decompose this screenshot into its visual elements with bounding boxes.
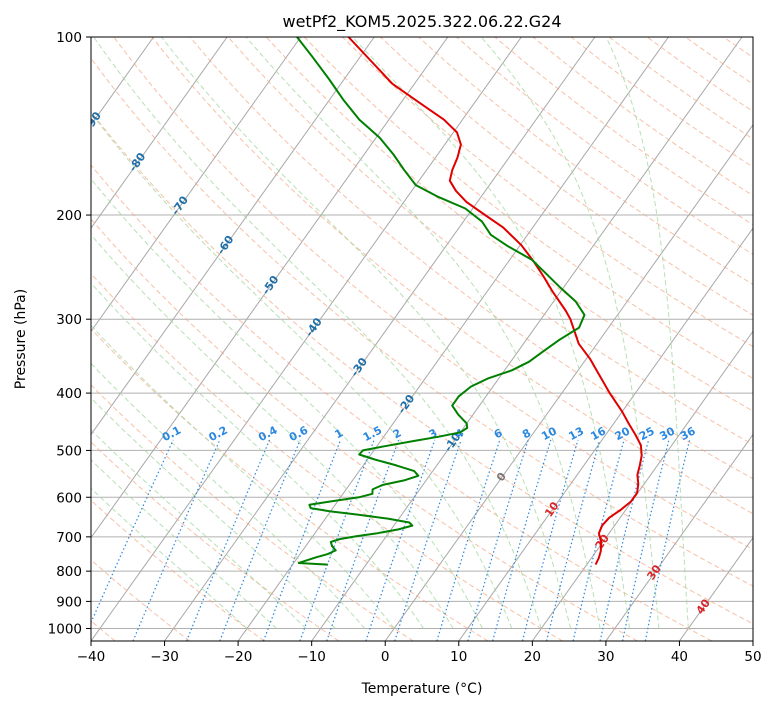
y-tick-label: 400 (56, 386, 82, 402)
mixing-ratio-line (492, 439, 552, 641)
dry-adiabat (380, 37, 753, 316)
mixing-ratio-line (91, 439, 174, 624)
moist-adiabat (91, 112, 513, 629)
isotherm-line (91, 37, 228, 229)
moist-adiabat (245, 37, 601, 629)
mixing-ratio-label: 25 (637, 425, 657, 444)
isotherm-line (164, 37, 596, 641)
isotherm-line (237, 37, 669, 641)
dry-adiabat (151, 37, 753, 515)
y-tick-label: 200 (56, 208, 82, 224)
y-tick-label: 100 (56, 30, 82, 46)
y-tick-label: 500 (56, 443, 82, 459)
dry-adiabat (418, 37, 753, 285)
mixing-ratio-line (467, 439, 529, 641)
dry-adiabat (91, 110, 753, 625)
mixing-ratio-label: 10 (539, 424, 559, 443)
dry-adiabat (91, 384, 414, 641)
dry-adiabat (113, 37, 753, 550)
x-tick-label: 0 (381, 649, 390, 665)
mixing-ratio-label: 13 (566, 425, 586, 444)
plot-frame (90, 36, 754, 642)
isotherm-line (91, 37, 449, 539)
y-tick-label: 300 (56, 312, 82, 328)
x-tick-label: 20 (524, 649, 541, 665)
moist-adiabat (161, 37, 572, 629)
moist-adiabat (91, 362, 366, 629)
mixing-ratio-line (132, 439, 221, 641)
isotherm-line (605, 433, 753, 641)
moist-adiabat (91, 324, 395, 629)
isotherm-line (91, 37, 302, 333)
isotherm-line (91, 37, 375, 436)
chart-title: wetPf2_KOM5.2025.322.06.22.G24 (282, 12, 561, 32)
isotherm-line (458, 227, 753, 641)
isotherm-line (531, 330, 753, 641)
dry-adiabat (227, 37, 753, 446)
moist-adiabat (91, 178, 483, 629)
moist-adiabat (91, 282, 425, 629)
mixing-ratio-line (572, 439, 625, 641)
x-tick-label: 50 (744, 649, 761, 665)
moist-adiabat (91, 397, 336, 629)
moist-adiabat (91, 487, 248, 629)
mixing-ratio-label: 36 (678, 424, 698, 443)
mixing-ratio-label: 20 (613, 424, 633, 443)
moist-adiabat (480, 37, 660, 629)
isotherm-line (384, 123, 753, 641)
mixing-ratio-line (599, 439, 650, 641)
mixing-ratio-line (546, 439, 601, 641)
y-tick-label: 800 (56, 564, 82, 580)
dry-adiabat (91, 272, 563, 641)
x-axis: −40 −30 −20 −10 0 10 20 30 40 50 (77, 641, 762, 665)
mixing-ratio-label: 16 (588, 424, 608, 443)
isotherm-line (91, 37, 522, 641)
x-tick-label: 40 (671, 649, 688, 665)
dry-adiabat (91, 57, 753, 587)
profiles (296, 37, 643, 566)
mixing-ratio-line (622, 439, 670, 641)
x-tick-label: −40 (77, 649, 106, 665)
x-tick-label: −30 (150, 649, 179, 665)
x-tick-label: 30 (597, 649, 614, 665)
background-lines (91, 37, 753, 641)
y-tick-label: 1000 (48, 621, 82, 637)
y-tick-label: 900 (56, 594, 82, 610)
mixing-ratio-line (394, 439, 462, 641)
y-tick-label: 600 (56, 490, 82, 506)
mixing-ratio-line (436, 439, 501, 641)
isotherm-line (679, 536, 753, 641)
mixing-ratio-line (299, 439, 375, 641)
mixing-ratio-line (644, 439, 691, 641)
dewpoint-profile (296, 37, 586, 566)
y-axis: 100 200 300 400 500 600 700 800 900 1000 (48, 30, 91, 637)
moist-adiabat (605, 37, 689, 629)
mixing-ratio-line (521, 439, 579, 641)
dry-adiabat (91, 559, 191, 641)
mixing-ratio-label: 30 (657, 424, 677, 443)
x-tick-label: 10 (450, 649, 467, 665)
y-tick-label: 700 (56, 530, 82, 546)
x-axis-title: Temperature (°C) (361, 681, 483, 697)
x-tick-label: −10 (297, 649, 326, 665)
temperature-profile (347, 37, 643, 566)
moist-adiabat (91, 233, 454, 629)
dry-adiabat (91, 328, 489, 641)
moist-adiabat (93, 37, 542, 629)
x-tick-label: −20 (224, 649, 253, 665)
y-axis-title: Pressure (hPa) (13, 289, 29, 389)
